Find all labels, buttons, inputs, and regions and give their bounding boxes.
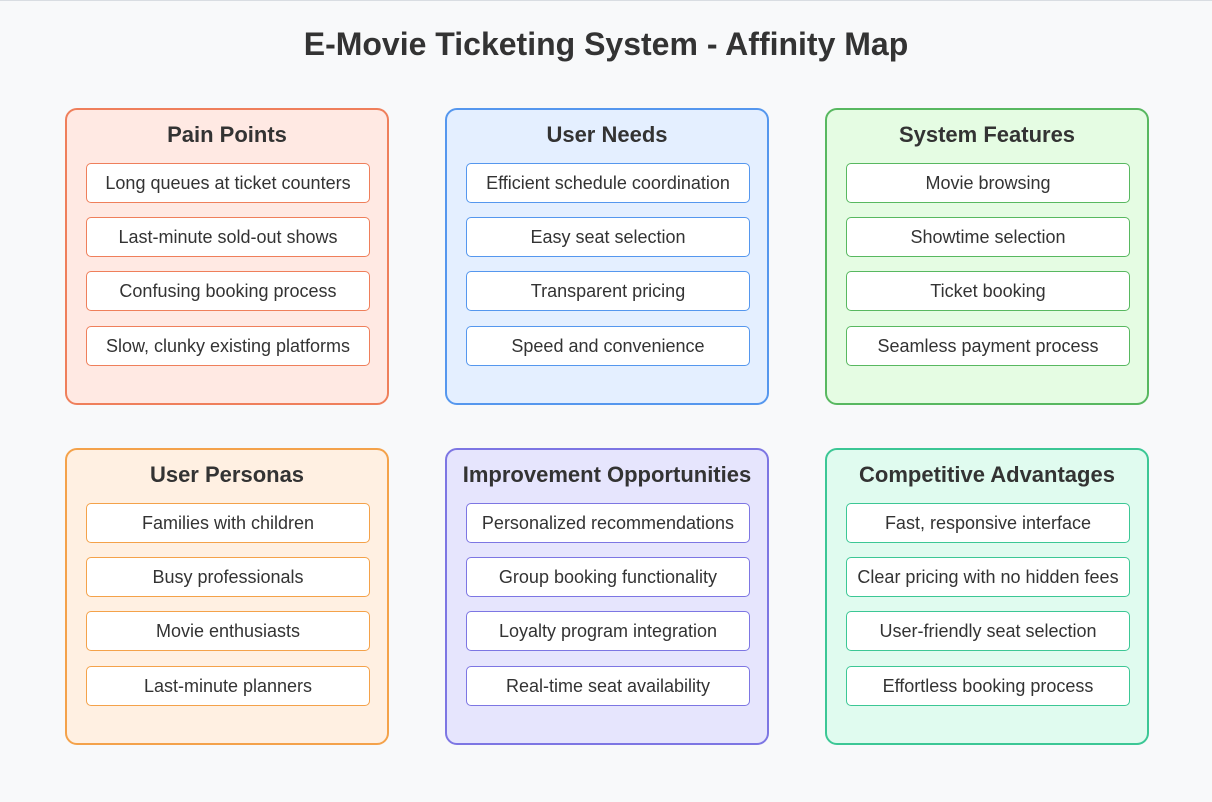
note-card: Families with children bbox=[86, 503, 370, 543]
note-card: Busy professionals bbox=[86, 557, 370, 597]
group-user-personas: User Personas Families with children Bus… bbox=[65, 448, 389, 745]
note-card: Efficient schedule coordination bbox=[466, 163, 750, 203]
note-card: Showtime selection bbox=[846, 217, 1130, 257]
group-title: User Needs bbox=[546, 122, 668, 147]
note-card: Effortless booking process bbox=[846, 666, 1130, 706]
group-competitive-advantages: Competitive Advantages Fast, responsive … bbox=[825, 448, 1149, 745]
group-title: Pain Points bbox=[167, 122, 287, 147]
note-card: Movie enthusiasts bbox=[86, 611, 370, 651]
note-card: Fast, responsive interface bbox=[846, 503, 1130, 543]
group-improvement-opportunities: Improvement Opportunities Personalized r… bbox=[445, 448, 769, 745]
group-system-features: System Features Movie browsing Showtime … bbox=[825, 108, 1149, 405]
note-card: Loyalty program integration bbox=[466, 611, 750, 651]
note-card: Real-time seat availability bbox=[466, 666, 750, 706]
top-divider bbox=[0, 0, 1212, 1]
note-card: User-friendly seat selection bbox=[846, 611, 1130, 651]
note-card: Clear pricing with no hidden fees bbox=[846, 557, 1130, 597]
group-title: System Features bbox=[898, 122, 1076, 147]
note-card: Group booking functionality bbox=[466, 557, 750, 597]
note-card: Long queues at ticket counters bbox=[86, 163, 370, 203]
note-card: Speed and convenience bbox=[466, 326, 750, 366]
group-title: Competitive Advantages bbox=[859, 462, 1115, 487]
note-card: Personalized recommendations bbox=[466, 503, 750, 543]
note-card: Last-minute sold-out shows bbox=[86, 217, 370, 257]
note-card: Slow, clunky existing platforms bbox=[86, 326, 370, 366]
note-card: Easy seat selection bbox=[466, 217, 750, 257]
group-title: Improvement Opportunities bbox=[462, 462, 752, 487]
note-card: Confusing booking process bbox=[86, 271, 370, 311]
page-title: E-Movie Ticketing System - Affinity Map bbox=[303, 26, 909, 62]
note-card: Seamless payment process bbox=[846, 326, 1130, 366]
group-pain-points: Pain Points Long queues at ticket counte… bbox=[65, 108, 389, 405]
group-title: User Personas bbox=[149, 462, 305, 487]
note-card: Movie browsing bbox=[846, 163, 1130, 203]
group-user-needs: User Needs Efficient schedule coordinati… bbox=[445, 108, 769, 405]
note-card: Transparent pricing bbox=[466, 271, 750, 311]
note-card: Ticket booking bbox=[846, 271, 1130, 311]
note-card: Last-minute planners bbox=[86, 666, 370, 706]
